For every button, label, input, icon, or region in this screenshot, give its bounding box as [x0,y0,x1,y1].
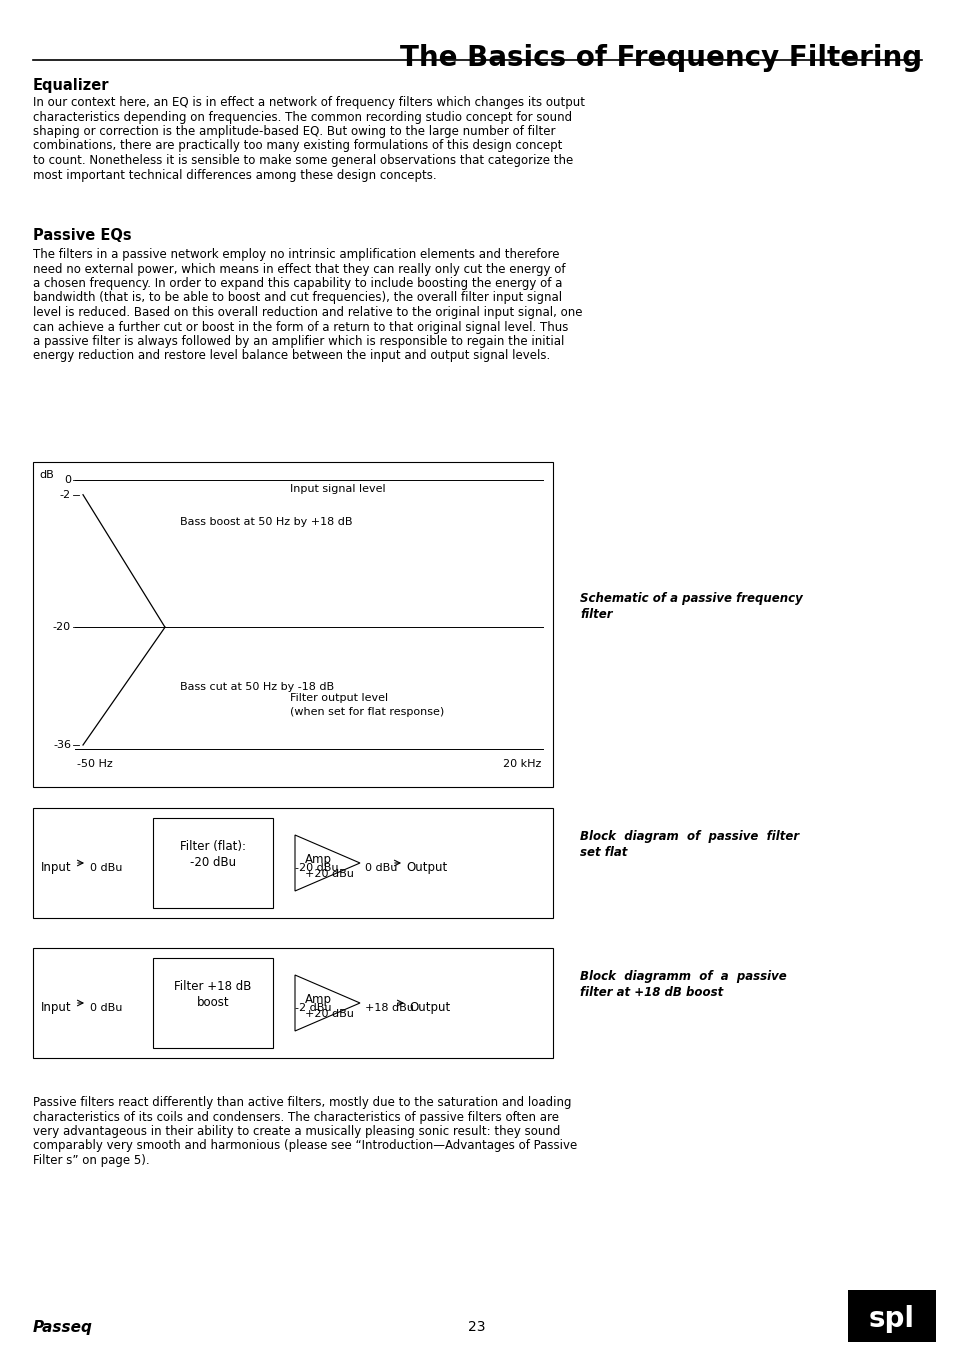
Text: 0: 0 [64,475,71,485]
Text: comparably very smooth and harmonious (please see “Introduction—Advantages of Pa: comparably very smooth and harmonious (p… [33,1139,577,1153]
Text: -20 dBu: -20 dBu [190,856,235,869]
Text: -36: -36 [53,740,71,751]
Text: Input: Input [41,1002,71,1014]
Text: Amp: Amp [305,852,332,865]
Text: -2: -2 [60,490,71,500]
Text: Amp: Amp [305,992,332,1006]
Text: need no external power, which means in effect that they can really only cut the : need no external power, which means in e… [33,262,565,275]
Text: energy reduction and restore level balance between the input and output signal l: energy reduction and restore level balan… [33,350,550,363]
Text: to count. Nonetheless it is sensible to make some general observations that cate: to count. Nonetheless it is sensible to … [33,154,573,167]
Text: Block  diagramm  of  a  passive: Block diagramm of a passive [579,971,786,983]
Text: Schematic of a passive frequency: Schematic of a passive frequency [579,593,801,605]
Text: bandwidth (that is, to be able to boost and cut frequencies), the overall filter: bandwidth (that is, to be able to boost … [33,292,561,305]
Bar [33,809,553,918]
Text: filter: filter [579,608,612,621]
Text: Passive EQs: Passive EQs [33,228,132,243]
Text: The filters in a passive network employ no intrinsic amplification elements and : The filters in a passive network employ … [33,248,558,261]
Text: Output: Output [409,1002,450,1014]
Text: a passive filter is always followed by an amplifier which is responsible to rega: a passive filter is always followed by a… [33,335,564,348]
Text: +20 dBu: +20 dBu [305,869,354,879]
Text: shaping or correction is the amplitude-based EQ. But owing to the large number o: shaping or correction is the amplitude-b… [33,126,555,138]
Text: -50 Hz: -50 Hz [77,759,112,769]
Text: 23: 23 [468,1320,485,1334]
Text: (when set for flat response): (when set for flat response) [290,707,444,717]
Text: Passive filters react differently than active filters, mostly due to the saturat: Passive filters react differently than a… [33,1096,571,1108]
FancyBboxPatch shape [847,1291,935,1342]
Text: characteristics of its coils and condensers. The characteristics of passive filt: characteristics of its coils and condens… [33,1111,558,1123]
Text: Filter output level: Filter output level [290,693,388,703]
Text: very advantageous in their ability to create a musically pleasing sonic result: : very advantageous in their ability to cr… [33,1125,559,1138]
Bar [152,958,273,1048]
Bar [152,818,273,909]
Bar [33,462,553,787]
Text: The Basics of Frequency Filtering: The Basics of Frequency Filtering [399,45,921,72]
Text: +18 dBu: +18 dBu [365,1003,414,1012]
Text: Passeq: Passeq [33,1320,92,1335]
Bar [33,948,553,1058]
Text: Equalizer: Equalizer [33,78,110,93]
Text: set flat: set flat [579,846,627,859]
Text: most important technical differences among these design concepts.: most important technical differences amo… [33,169,436,181]
Text: 0 dBu: 0 dBu [90,1003,122,1012]
Text: Bass boost at 50 Hz by +18 dB: Bass boost at 50 Hz by +18 dB [180,517,352,526]
Text: characteristics depending on frequencies. The common recording studio concept fo: characteristics depending on frequencies… [33,111,572,123]
Text: Bass cut at 50 Hz by -18 dB: Bass cut at 50 Hz by -18 dB [180,682,334,693]
Text: 20 kHz: 20 kHz [502,759,540,769]
Text: -2 dBu: -2 dBu [294,1003,331,1012]
Text: -20 dBu: -20 dBu [294,863,338,873]
Text: can achieve a further cut or boost in the form of a return to that original sign: can achieve a further cut or boost in th… [33,320,568,333]
Text: level is reduced. Based on this overall reduction and relative to the original i: level is reduced. Based on this overall … [33,306,582,319]
Text: a chosen frequency. In order to expand this capability to include boosting the e: a chosen frequency. In order to expand t… [33,277,561,290]
Text: Block  diagram  of  passive  filter: Block diagram of passive filter [579,830,799,842]
Text: spl: spl [868,1305,914,1332]
Text: combinations, there are practically too many existing formulations of this desig: combinations, there are practically too … [33,139,561,153]
Text: Filter +18 dB: Filter +18 dB [174,980,252,994]
Text: Filter s” on page 5).: Filter s” on page 5). [33,1154,150,1166]
Text: Filter (flat):: Filter (flat): [180,840,246,853]
Text: 0 dBu: 0 dBu [365,863,397,873]
Text: +20 dBu: +20 dBu [305,1008,354,1019]
Text: -20: -20 [52,622,71,632]
Text: boost: boost [196,996,229,1008]
Text: dB: dB [39,470,53,481]
Text: Input: Input [41,861,71,875]
Text: 0 dBu: 0 dBu [90,863,122,873]
Text: filter at +18 dB boost: filter at +18 dB boost [579,986,722,999]
Text: Output: Output [406,861,447,875]
Text: In our context here, an EQ is in effect a network of frequency filters which cha: In our context here, an EQ is in effect … [33,96,584,109]
Text: Input signal level: Input signal level [290,485,385,494]
